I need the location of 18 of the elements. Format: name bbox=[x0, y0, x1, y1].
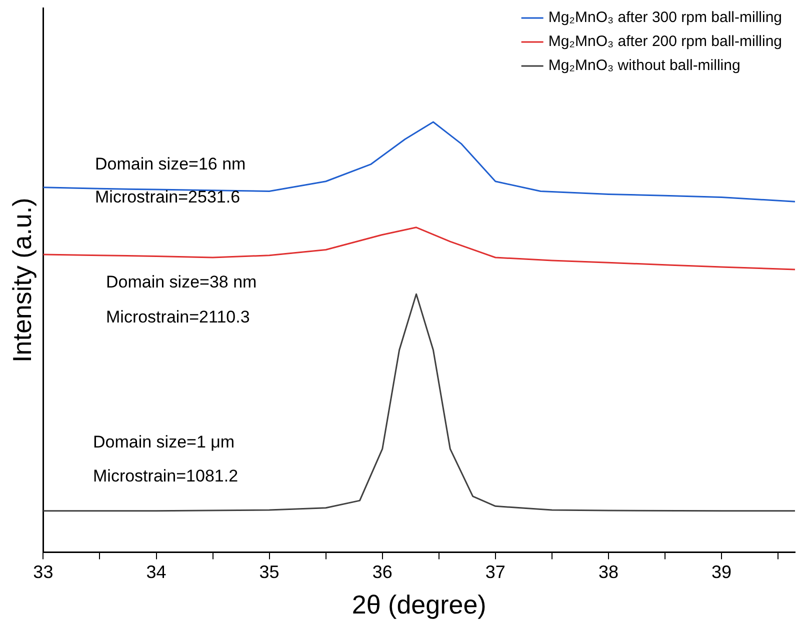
x-tick-label: 34 bbox=[146, 562, 166, 582]
x-tick-label: 33 bbox=[33, 562, 54, 582]
x-axis-title: 2θ (degree) bbox=[352, 590, 486, 620]
annotation: Microstrain=2110.3 bbox=[106, 308, 250, 327]
y-axis-title: Intensity (a.u.) bbox=[6, 198, 37, 362]
annotation: Domain size=16 nm bbox=[95, 154, 246, 174]
annotation: Microstrain=2531.6 bbox=[95, 188, 240, 207]
x-tick-label: 36 bbox=[372, 562, 392, 582]
annotation: Domain size=38 nm bbox=[106, 272, 257, 292]
x-tick-label: 38 bbox=[598, 562, 618, 582]
legend-label: Mg₂MnO₃ without ball-milling bbox=[548, 57, 740, 74]
legend-label: Mg₂MnO₃ after 200 rpm ball-milling bbox=[548, 33, 782, 50]
x-tick-label: 39 bbox=[712, 562, 732, 582]
x-tick-label: 37 bbox=[485, 562, 506, 582]
annotation: Microstrain=1081.2 bbox=[93, 466, 238, 486]
x-tick-label: 35 bbox=[259, 562, 280, 582]
legend-label: Mg₂MnO₃ after 300 rpm ball-milling bbox=[548, 9, 782, 26]
annotation: Domain size=1 μm bbox=[93, 432, 235, 452]
